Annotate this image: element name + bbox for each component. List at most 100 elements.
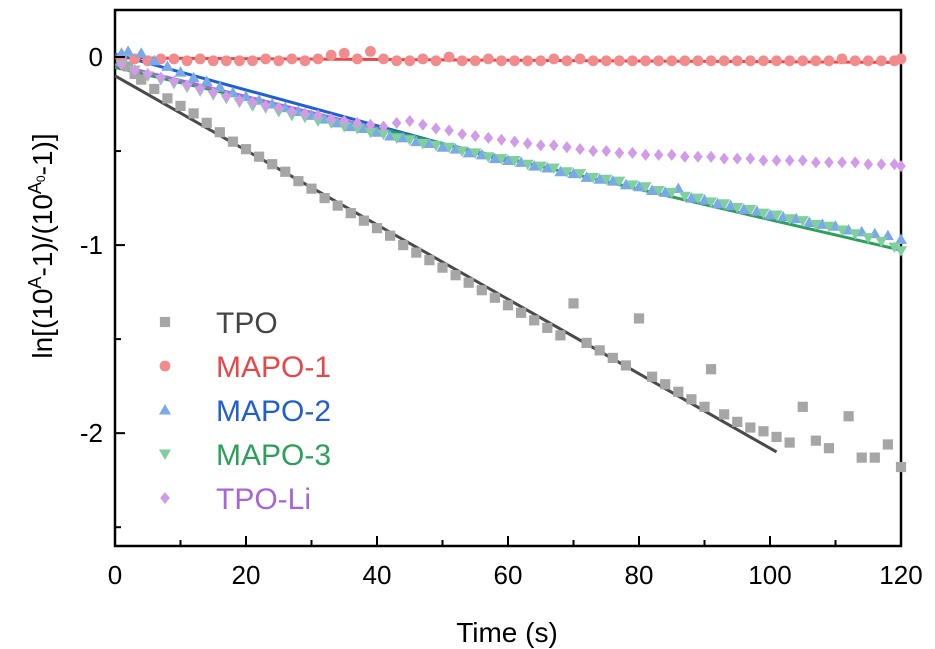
point-mapo-2: [122, 45, 135, 56]
point-mapo-3: [731, 202, 744, 214]
point-mapo-2: [593, 173, 606, 184]
point-mapo-1: [705, 55, 717, 67]
point-mapo-2: [488, 152, 501, 164]
point-tpo-li: [169, 75, 179, 88]
point-mapo-1: [482, 53, 494, 65]
point-mapo-2: [423, 137, 436, 149]
point-tpo-li: [431, 122, 441, 135]
point-mapo-3: [757, 208, 770, 220]
point-mapo-1: [758, 55, 769, 67]
point-mapo-1: [895, 53, 907, 65]
point-mapo-3: [652, 186, 665, 197]
point-tpo-li: [509, 135, 520, 148]
point-mapo-3: [665, 187, 678, 199]
point-tpo: [594, 345, 605, 356]
point-mapo-3: [888, 242, 901, 253]
point-tpo: [476, 285, 487, 296]
y-title-sub-0: 0: [34, 175, 48, 182]
point-tpo-li: [470, 130, 481, 143]
point-mapo-1: [509, 55, 520, 67]
point-mapo-2: [764, 208, 776, 220]
point-mapo-1: [600, 55, 612, 67]
point-mapo-1: [797, 55, 809, 67]
point-tpo-li: [522, 137, 533, 150]
point-mapo-1: [234, 55, 245, 67]
legend-label-tpo-li: TPO-Li: [216, 483, 311, 516]
point-tpo: [660, 379, 671, 390]
point-mapo-2: [187, 71, 200, 83]
point-tpo: [758, 426, 769, 437]
point-tpo-li: [876, 158, 887, 171]
point-tpo-li: [732, 152, 743, 165]
point-tpo: [149, 83, 160, 95]
point-mapo-1: [692, 55, 704, 67]
point-tpo-li: [758, 154, 769, 167]
point-tpo: [345, 208, 356, 219]
point-tpo-li: [457, 128, 467, 141]
point-tpo-li: [575, 143, 585, 156]
point-mapo-3: [639, 182, 652, 193]
legend-label-tpo: TPO: [216, 307, 278, 340]
point-mapo-2: [161, 60, 174, 71]
point-tpo-li: [653, 148, 664, 161]
point-mapo-2: [698, 193, 711, 205]
point-mapo-1: [561, 55, 573, 67]
x-tick-label: 80: [625, 560, 654, 590]
point-tpo-li: [182, 79, 192, 92]
point-tpo-li: [562, 141, 572, 154]
point-tpo: [424, 255, 435, 266]
point-tpo: [240, 144, 252, 155]
point-tpo: [280, 166, 291, 177]
point-mapo-3: [822, 221, 835, 233]
point-mapo-3: [718, 199, 731, 210]
x-tick-label: 20: [232, 560, 261, 590]
point-mapo-1: [260, 53, 272, 65]
point-tpo: [673, 386, 684, 397]
point-mapo-1: [404, 55, 416, 67]
point-mapo-2: [475, 148, 488, 160]
point-mapo-2: [619, 178, 632, 190]
y-tick-label: 0: [89, 42, 103, 72]
point-mapo-1: [168, 53, 180, 65]
point-tpo-li: [614, 146, 625, 159]
point-tpo-li: [719, 152, 729, 165]
point-mapo-1: [875, 55, 887, 67]
x-tick-label: 0: [108, 560, 122, 590]
point-tpo-li: [549, 139, 559, 152]
point-tpo: [319, 192, 330, 204]
point-tpo: [581, 337, 592, 348]
point-tpo-li: [221, 90, 232, 103]
point-tpo: [463, 277, 474, 288]
point-mapo-2: [711, 197, 724, 209]
point-mapo-1: [273, 55, 285, 67]
y-tick-label: -1: [80, 230, 103, 260]
point-tpo-li: [784, 154, 795, 167]
point-mapo-2: [515, 156, 528, 167]
point-tpo-li: [693, 150, 703, 163]
point-tpo-li: [287, 105, 297, 118]
legend-marker-tpo: [159, 316, 171, 328]
point-mapo-2: [436, 141, 449, 152]
point-mapo-2: [685, 192, 698, 203]
point-mapo-1: [496, 55, 507, 67]
point-tpo-li: [195, 82, 205, 95]
point-mapo-3: [495, 154, 508, 165]
point-mapo-2: [148, 54, 161, 66]
point-tpo: [516, 307, 527, 318]
x-tick-label: 40: [363, 560, 392, 590]
point-tpo-li: [797, 154, 808, 167]
point-tpo-li: [116, 58, 127, 71]
point-mapo-2: [462, 146, 475, 158]
legend-label-mapo-2: MAPO-2: [216, 395, 331, 428]
point-tpo: [607, 352, 618, 364]
point-mapo-1: [613, 55, 625, 67]
point-mapo-2: [200, 75, 213, 86]
point-tpo: [555, 330, 566, 341]
point-tpo-li: [300, 107, 310, 120]
data-points: [115, 45, 907, 473]
point-mapo-1: [771, 55, 782, 67]
point-tpo: [306, 183, 317, 194]
point-tpo-li: [418, 118, 428, 131]
y-axis-title: ln[(10A-1)/(10A0-1)]: [25, 133, 58, 358]
point-mapo-1: [731, 55, 743, 67]
